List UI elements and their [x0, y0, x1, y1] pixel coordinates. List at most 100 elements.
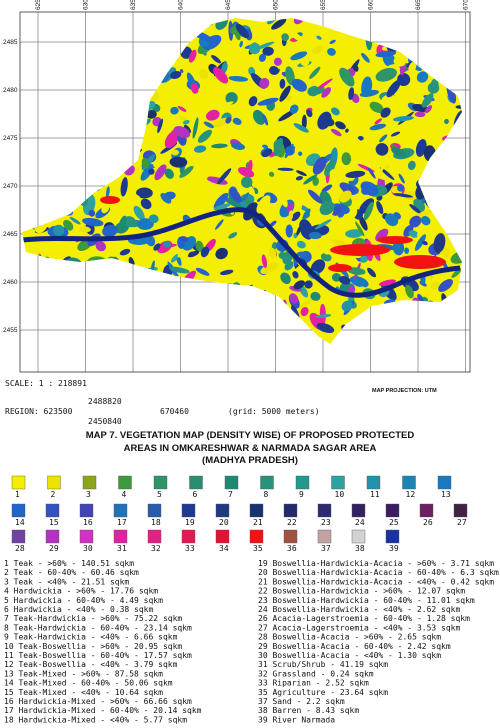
swatch-label: 14 [15, 518, 25, 527]
vegetation-patch [295, 175, 303, 181]
vegetation-patch [170, 106, 179, 115]
vegetation-patch [261, 148, 273, 158]
legend-entry: 11 Teak-Boswellia - 60-40% - 17.57 sqkm [4, 651, 192, 660]
vegetation-patch [303, 174, 318, 185]
vegetation-patch [367, 267, 377, 278]
swatch-label: 10 [335, 490, 345, 499]
swatch [45, 503, 60, 518]
vegetation-patch [82, 217, 104, 227]
vegetation-patch [200, 246, 210, 258]
swatch-label: 19 [185, 518, 195, 527]
vegetation-patch [206, 176, 228, 185]
vegetation-patch [140, 163, 154, 181]
swatch [351, 529, 366, 544]
legend-entry: 18 Hardwickia-Mixed - <40% - 5.77 sqkm [4, 715, 187, 724]
vegetation-patch [199, 68, 209, 80]
legend-entry: 10 Teak-Boswellia - >60% - 20.95 sqkm [4, 642, 182, 651]
vegetation-patch [360, 181, 379, 196]
vegetation-patch [345, 170, 366, 178]
vegetation-patch [201, 47, 207, 56]
vegetation-patch [414, 234, 426, 251]
vegetation-patch [341, 152, 352, 166]
vegetation-patch [386, 79, 401, 98]
y-label: 2465 [3, 231, 18, 238]
vegetation-patch [296, 170, 307, 177]
x-label: 650 [273, 0, 280, 10]
vegetation-patch [307, 86, 320, 97]
vegetation-patch [378, 279, 396, 286]
swatch [419, 503, 434, 518]
vegetation-patch [169, 156, 188, 168]
vegetation-patch [331, 107, 340, 116]
legend-entry: 28 Boswellia-Acacia - >60% - 2.65 sqkm [258, 633, 441, 642]
swatch [453, 503, 468, 518]
vegetation-patch [288, 210, 294, 221]
vegetation-patch [225, 116, 232, 124]
vegetation-patch [197, 129, 212, 143]
swatch-label: 23 [321, 518, 331, 527]
vegetation-patch [248, 42, 261, 55]
vegetation-patch [223, 197, 243, 209]
legend-entry: 13 Teak-Mixed - >60% - 87.58 sqkm [4, 669, 163, 678]
vegetation-patch [273, 57, 282, 66]
vegetation-patch [262, 144, 269, 149]
vegetation-patch [381, 94, 397, 105]
x-label: 635 [130, 0, 137, 10]
vegetation-patch [182, 119, 190, 125]
swatch [181, 503, 196, 518]
vegetation-patch [271, 242, 277, 250]
vegetation-patch [229, 187, 242, 203]
swatch [113, 503, 128, 518]
swatch [47, 475, 61, 490]
vegetation-patch [414, 111, 426, 118]
legend-entry: 3 Teak - <40% - 21.51 sqkm [4, 577, 129, 586]
swatch-label: 12 [406, 490, 416, 499]
vegetation-patch [390, 131, 401, 137]
vegetation-patch [316, 322, 335, 334]
vegetation-patch [301, 114, 307, 130]
swatch-label: 35 [253, 544, 263, 553]
vegetation-patch [88, 209, 96, 217]
swatch-label: 16 [83, 518, 93, 527]
vegetation-patch [339, 182, 355, 194]
vegetation-patch [380, 107, 391, 118]
swatch-label: 1 [15, 490, 20, 499]
vegetation-patch [291, 211, 301, 222]
swatch [113, 529, 128, 544]
swatch [189, 475, 203, 490]
vegetation-patch [430, 281, 440, 290]
vegetation-patch [213, 192, 229, 210]
legend-entry: 37 Sand - 2.2 sqkm [258, 697, 345, 706]
swatch-label: 28 [15, 544, 25, 553]
vegetation-patch [141, 157, 149, 169]
vegetation-patch [228, 275, 234, 282]
projection: MAP PROJECTION: UTM [372, 388, 437, 394]
vegetation-patch [250, 244, 261, 267]
vegetation-patch [376, 200, 384, 215]
vegetation-patch [408, 61, 417, 73]
vegetation-patch [345, 128, 349, 133]
vegetation-patch [235, 23, 250, 39]
vegetation-patch [312, 45, 323, 54]
legend-entry: 23 Boswellia-Hardwickia - 60-40% - 11.01… [258, 596, 475, 605]
swatch-label: 22 [287, 518, 297, 527]
swatch [215, 529, 230, 544]
swatch [317, 503, 332, 518]
vegetation-patch [314, 78, 333, 92]
vegetation-patch [262, 113, 269, 126]
vegetation-patch [361, 76, 373, 98]
vegetation-patch [63, 219, 74, 231]
legend-entry: 24 Boswellia-Hardwickia - <40% - 2.62 sq… [258, 605, 460, 614]
vegetation-patch [179, 165, 194, 178]
vegetation-patch [217, 168, 232, 185]
title-line: AREAS IN OMKARESHWAR & NARMADA SAGAR ARE… [124, 443, 377, 454]
vegetation-patch [169, 266, 190, 274]
swatch-label: 21 [253, 518, 263, 527]
vegetation-patch [296, 251, 308, 257]
legend-entry: 16 Hardwickia-Mixed - >60% - 66.66 sqkm [4, 697, 192, 706]
vegetation-patch [120, 177, 128, 197]
vegetation-patch [321, 87, 331, 98]
swatch [147, 503, 162, 518]
swatch-label: 5 [157, 490, 162, 499]
swatch-label: 31 [117, 544, 127, 553]
